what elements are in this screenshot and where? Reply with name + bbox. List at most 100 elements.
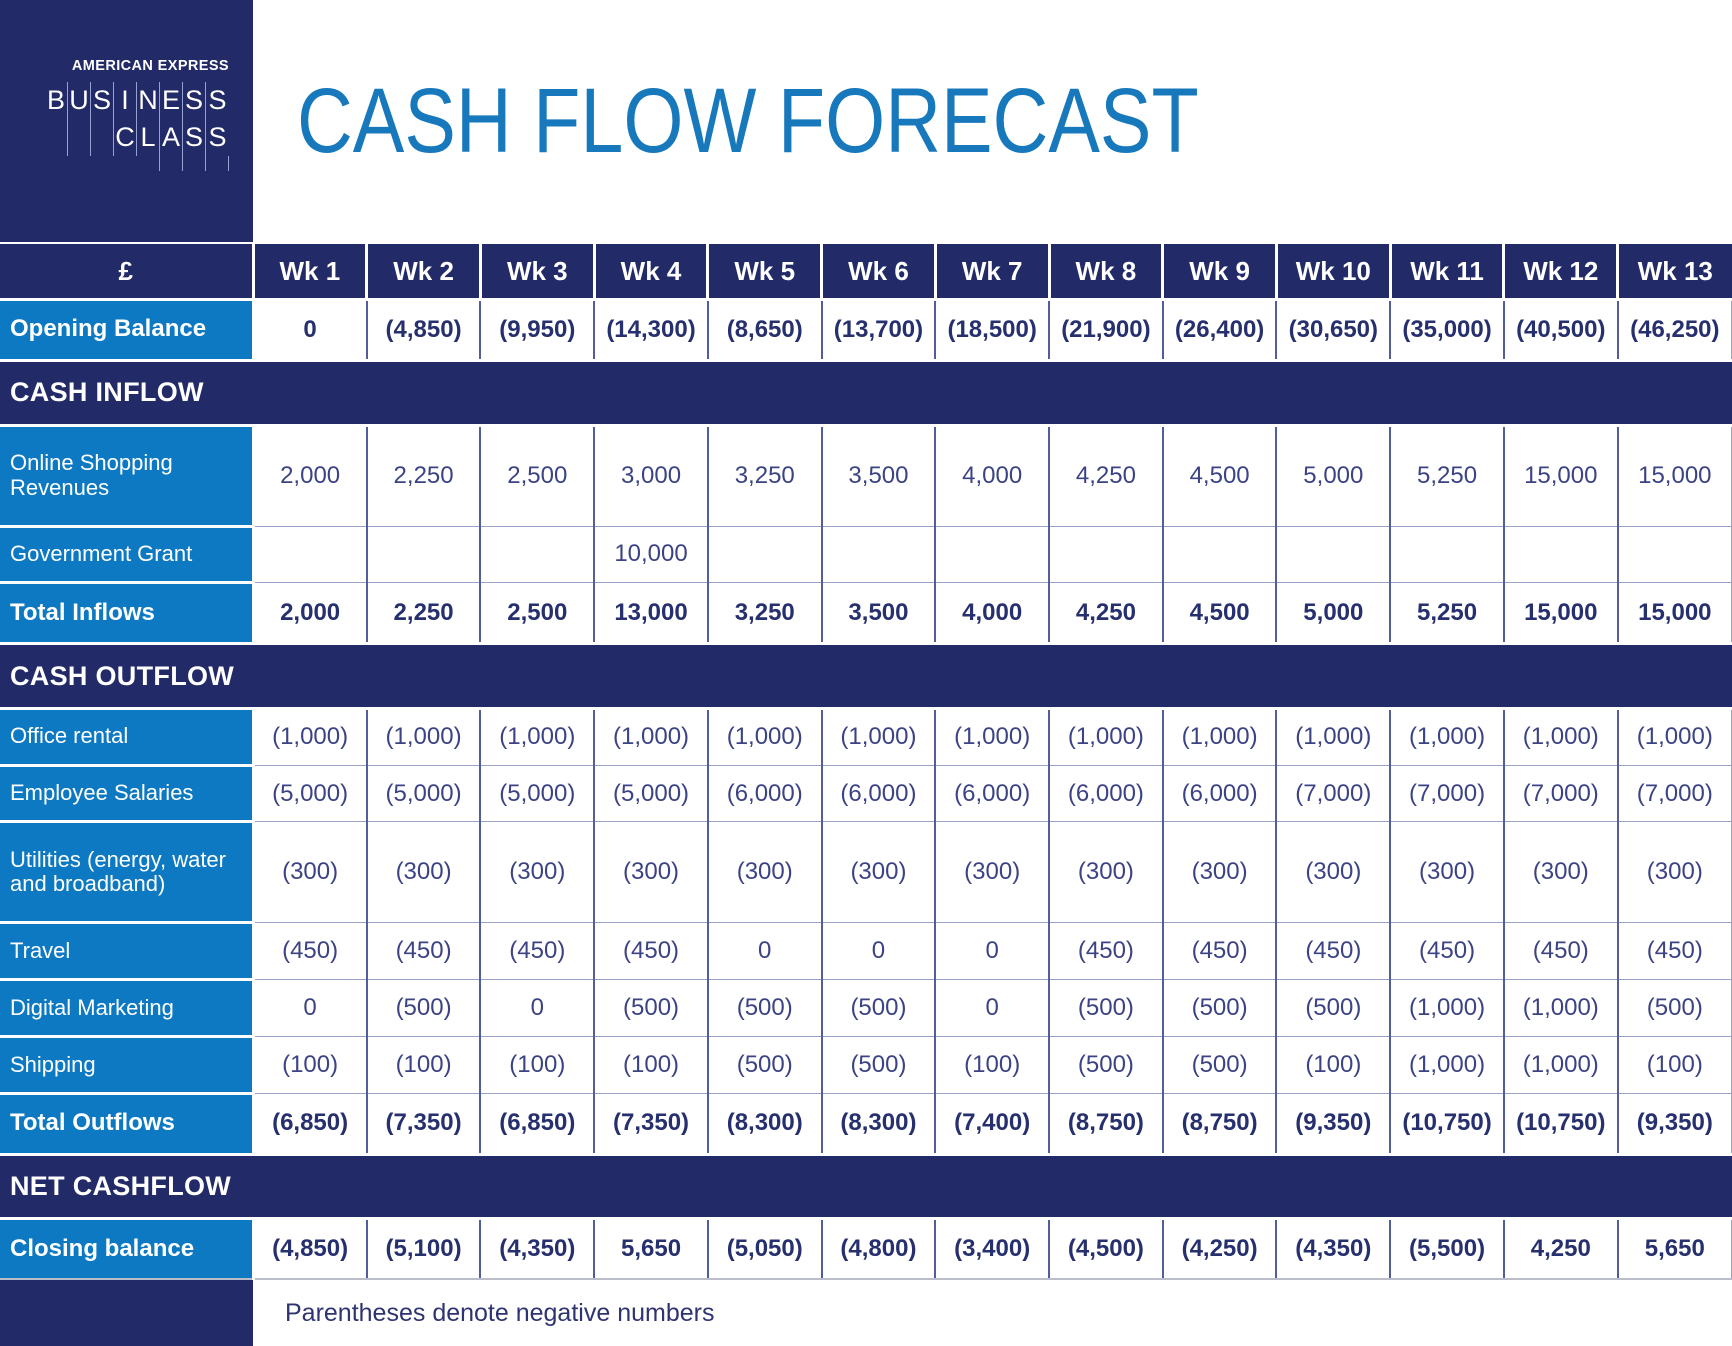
value-cell: 4,000	[935, 425, 1051, 527]
value-cell: (40,500)	[1503, 299, 1619, 361]
logo-letter: S	[183, 119, 206, 156]
value-cell: (500)	[366, 979, 482, 1038]
logo-bar	[183, 156, 206, 171]
value-cell: (8,750)	[1049, 1093, 1164, 1155]
value-cell: (100)	[253, 1036, 368, 1094]
value-cell: (300)	[935, 821, 1051, 924]
value-cell: 5,650	[594, 1218, 709, 1281]
table-row: Online Shopping Revenues 2,000 2,250 2,500 3…	[0, 425, 1732, 528]
value-cell: (100)	[480, 1036, 596, 1094]
page-title: CASH FLOW FORECAST	[297, 69, 1199, 172]
value-cell: (4,850)	[253, 1218, 368, 1281]
value-cell: 10,000	[594, 526, 709, 584]
value-cell: (10,750)	[1390, 1093, 1505, 1155]
week-header: Wk 3	[478, 242, 595, 301]
value-cell: (7,000)	[1617, 765, 1732, 823]
week-header: Wk 10	[1274, 242, 1391, 301]
value-cell: (450)	[366, 922, 482, 981]
row-label: Employee Salaries	[0, 765, 255, 824]
value-cell: (1,000)	[1049, 708, 1164, 766]
value-cell: (35,000)	[1390, 299, 1505, 361]
logo-bar	[45, 119, 68, 156]
value-cell: 13,000	[594, 582, 709, 645]
value-cell: (1,000)	[594, 708, 709, 766]
row-label: Travel	[0, 922, 255, 982]
value-cell: 3,250	[707, 582, 823, 645]
section-row: NET CASHFLOW	[0, 1152, 1732, 1221]
value-cell: (500)	[594, 979, 709, 1038]
value-cell: (30,650)	[1276, 299, 1392, 361]
value-cell: (5,000)	[366, 765, 482, 823]
value-cell: (1,000)	[366, 708, 482, 766]
value-cell: (46,250)	[1617, 299, 1732, 361]
value-cell: 2,250	[366, 425, 482, 527]
logo-bar-stubs	[0, 156, 253, 171]
value-cell: (6,850)	[253, 1093, 368, 1155]
value-cell: (5,100)	[366, 1218, 482, 1281]
value-cell: (5,050)	[707, 1218, 823, 1281]
value-cell	[1049, 526, 1164, 584]
value-cell: (450)	[480, 922, 596, 981]
value-cell: 15,000	[1503, 425, 1619, 527]
value-cell: (300)	[1617, 821, 1732, 924]
value-cell: (8,650)	[707, 299, 823, 361]
value-cell: (8,750)	[1162, 1093, 1278, 1155]
title-area: CASH FLOW FORECAST	[253, 0, 1732, 242]
value-cell: (1,000)	[1503, 708, 1619, 766]
value-cell: (300)	[1049, 821, 1164, 924]
value-cell: (8,300)	[821, 1093, 937, 1155]
value-cell: (1,000)	[1390, 979, 1505, 1038]
value-cell: 0	[935, 922, 1051, 981]
footer: Parentheses denote negative numbers	[0, 1280, 1732, 1346]
value-cell: (500)	[1049, 979, 1164, 1038]
value-cell: (500)	[821, 1036, 937, 1094]
logo-bar	[91, 119, 114, 156]
row-label: Digital Marketing	[0, 979, 255, 1039]
value-cell: 4,000	[935, 582, 1051, 645]
table-row: Employee Salaries (5,000) (5,000) (5,000) (5…	[0, 765, 1732, 824]
table-row: Total Outflows (6,850) (7,350) (6,850) (7,35…	[0, 1093, 1732, 1156]
value-cell: (6,000)	[821, 765, 937, 823]
value-cell: (1,000)	[1503, 979, 1619, 1038]
value-cell: 4,250	[1049, 582, 1164, 645]
logo-bar	[68, 119, 91, 156]
table-row: Office rental (1,000) (1,000) (1,000) (1,000…	[0, 708, 1732, 767]
value-cell: (10,750)	[1503, 1093, 1619, 1155]
value-cell: (300)	[1276, 821, 1392, 924]
value-cell: (1,000)	[707, 708, 823, 766]
week-header: Wk 5	[706, 242, 822, 301]
value-cell: (5,000)	[253, 765, 368, 823]
value-cell: (300)	[1162, 821, 1278, 924]
value-cell: 5,650	[1617, 1218, 1732, 1281]
row-label: Total Inflows	[0, 582, 255, 646]
logo-bar	[206, 156, 229, 171]
value-cell: (1,000)	[1390, 708, 1505, 766]
value-cell: (1,000)	[1390, 1036, 1505, 1094]
value-cell: (300)	[366, 821, 482, 924]
value-cell: (300)	[480, 821, 596, 924]
value-cell: (7,000)	[1503, 765, 1619, 823]
value-cell: (450)	[594, 922, 709, 981]
value-cell: (1,000)	[1162, 708, 1278, 766]
column-header-row: £ Wk 1 Wk 2 Wk 3 Wk 4 Wk 5 Wk 6 Wk 7 Wk 8 Wk 9 Wk…	[0, 242, 1732, 301]
value-cell: (300)	[821, 821, 937, 924]
value-cell	[253, 526, 368, 584]
value-cell: (100)	[1276, 1036, 1392, 1094]
value-cell: (1,000)	[253, 708, 368, 766]
table-row: Utilities (energy, water and broadband)(…	[0, 821, 1732, 925]
value-cell: (6,000)	[1162, 765, 1278, 823]
value-cell: (1,000)	[1503, 1036, 1619, 1094]
value-cell	[707, 526, 823, 584]
value-cell: (18,500)	[935, 299, 1051, 361]
value-cell: (6,000)	[935, 765, 1051, 823]
week-header: Wk 9	[1161, 242, 1277, 301]
value-cell: 5,250	[1390, 425, 1505, 527]
table-row: Travel (450) (450) (450) (450) 0 0 0 (450) (450)(…	[0, 922, 1732, 982]
week-header: Wk 4	[592, 242, 708, 301]
logo-letter: U	[68, 82, 91, 119]
week-header: Wk 13	[1616, 242, 1732, 301]
value-cell: 3,500	[821, 582, 937, 645]
value-cell: (3,400)	[935, 1218, 1051, 1281]
